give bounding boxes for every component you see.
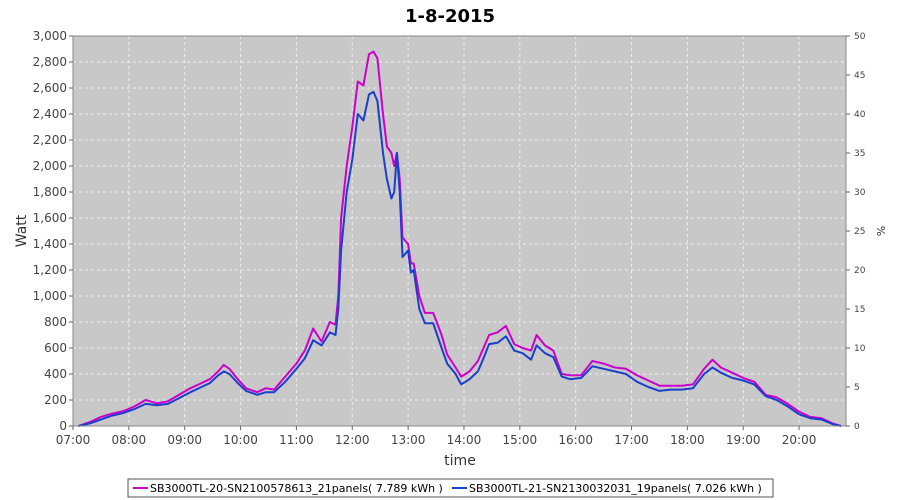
y-tick-label: 800 — [44, 315, 67, 329]
x-tick-label: 09:00 — [167, 433, 202, 447]
legend-entry-series-1: SB3000TL-20-SN2100578613_21panels( 7.789… — [150, 482, 443, 495]
y-tick-label: 2,200 — [33, 133, 67, 147]
grid — [72, 35, 846, 427]
series-line-1 — [78, 50, 842, 427]
y-axis-label: Watt — [14, 214, 30, 247]
y-tick-label: 2,800 — [33, 55, 67, 69]
y2-axis-label: % — [874, 226, 887, 236]
y2-tick-label: 50 — [854, 32, 866, 42]
x-axis-label: time — [444, 453, 476, 469]
y2-tick-label: 35 — [854, 149, 865, 159]
x-tick-label: 12:00 — [335, 433, 370, 447]
y2-tick-label: 25 — [854, 227, 865, 237]
x-tick-label: 14:00 — [447, 433, 482, 447]
y2-axis: 0 5 10 15 20 25 30 35 40 45 50 — [846, 32, 866, 432]
legend: SB3000TL-20-SN2100578613_21panels( 7.789… — [127, 478, 774, 498]
series-layer — [78, 50, 842, 427]
y-tick-label: 600 — [44, 341, 67, 355]
y2-tick-label: 30 — [854, 188, 866, 198]
y-tick-label: 3,000 — [33, 29, 67, 43]
y-tick-label: 1,400 — [33, 237, 67, 251]
y-tick-label: 2,000 — [33, 159, 67, 173]
x-tick-label: 17:00 — [614, 433, 649, 447]
y-tick-label: 1,600 — [33, 211, 67, 225]
legend-box — [127, 478, 774, 498]
y2-tick-label: 40 — [854, 110, 866, 120]
y-tick-label: 2,600 — [33, 81, 67, 95]
x-tick-label: 10:00 — [223, 433, 258, 447]
x-tick-label: 19:00 — [726, 433, 761, 447]
series-line-2 — [78, 90, 842, 427]
y2-tick-label: 45 — [854, 71, 865, 81]
x-tick-label: 15:00 — [503, 433, 538, 447]
x-tick-label: 08:00 — [112, 433, 147, 447]
y-tick-label: 200 — [44, 393, 67, 407]
y2-tick-label: 15 — [854, 305, 865, 315]
legend-entry-series-2: SB3000TL-21-SN2130032031_19panels( 7.026… — [469, 482, 762, 495]
x-axis: 07:00 08:00 09:00 10:00 11:00 12:00 13:00 14:00… — [56, 426, 817, 447]
y-axis: 0 200 400 600 800 1,000 1,200 1,400 1,600 1,800 2,… — [33, 29, 73, 433]
x-tick-label: 20:00 — [782, 433, 817, 447]
x-tick-label: 13:00 — [391, 433, 426, 447]
chart-title: 1-8-2015 — [405, 6, 495, 27]
y-tick-label: 1,800 — [33, 185, 67, 199]
plot-area — [73, 36, 846, 426]
y-tick-label: 1,200 — [33, 263, 67, 277]
y2-tick-label: 10 — [854, 344, 866, 354]
y-tick-label: 0 — [59, 419, 67, 433]
y-tick-label: 2,400 — [33, 107, 67, 121]
x-tick-label: 18:00 — [670, 433, 705, 447]
x-tick-label: 07:00 — [56, 433, 91, 447]
x-tick-label: 16:00 — [558, 433, 593, 447]
y2-tick-label: 0 — [854, 422, 860, 432]
y-tick-label: 400 — [44, 367, 67, 381]
x-tick-label: 11:00 — [279, 433, 314, 447]
y2-tick-label: 5 — [854, 383, 860, 393]
y-tick-label: 1,000 — [33, 289, 67, 303]
y2-tick-label: 20 — [854, 266, 866, 276]
